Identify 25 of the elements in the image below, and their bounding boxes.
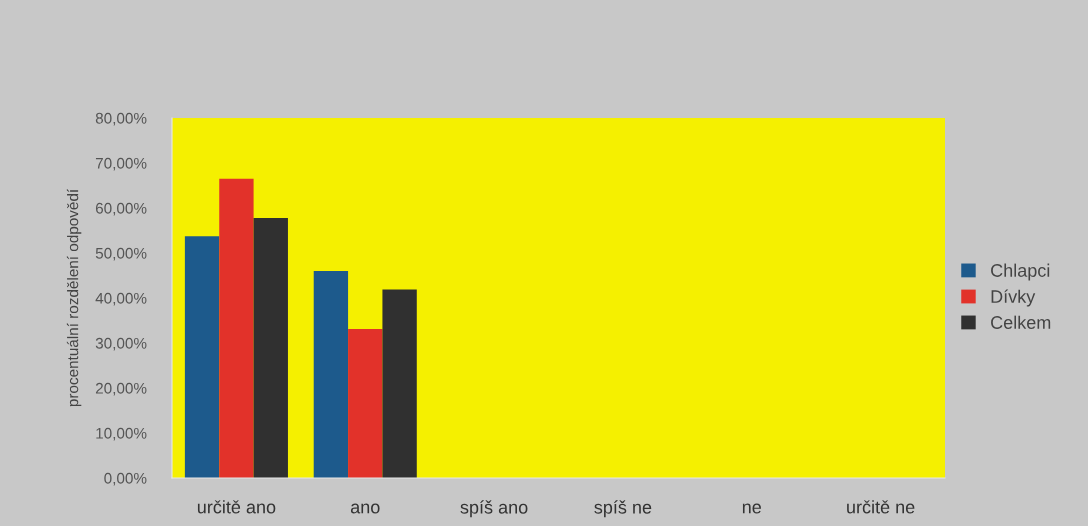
bar bbox=[184, 236, 220, 478]
x-tick-label: spíš ne bbox=[594, 500, 652, 518]
x-tick-label: ano bbox=[350, 503, 380, 514]
bar bbox=[348, 329, 383, 478]
y-tick-label: 30,00% bbox=[95, 337, 147, 351]
x-tick-label: určitě ano bbox=[197, 500, 276, 514]
bar bbox=[219, 178, 254, 478]
x-tick-label: spíš ano bbox=[460, 500, 528, 518]
x-tick-label: ne bbox=[742, 503, 761, 514]
y-tick-label: 60,00% bbox=[95, 202, 147, 216]
bar bbox=[253, 217, 288, 478]
legend-label: Celkem bbox=[991, 315, 1051, 329]
y-tick-label: 0,00% bbox=[104, 472, 147, 486]
y-tick-label: 80,00% bbox=[95, 112, 147, 126]
y-tick-label: 20,00% bbox=[95, 382, 147, 396]
bar bbox=[382, 289, 417, 478]
y-tick-label: 40,00% bbox=[95, 292, 147, 306]
legend-label: Dívky bbox=[991, 289, 1036, 307]
y-tick-label: 10,00% bbox=[96, 427, 147, 441]
y-tick-label: 50,00% bbox=[95, 247, 147, 261]
bar bbox=[313, 271, 349, 478]
x-tick-label: určitě ne bbox=[847, 500, 915, 514]
y-tick-label: 70,00% bbox=[95, 157, 147, 171]
y-axis-title: procentuální rozdělení odpovědí bbox=[66, 188, 82, 407]
legend-label: Chlapci bbox=[991, 263, 1050, 281]
